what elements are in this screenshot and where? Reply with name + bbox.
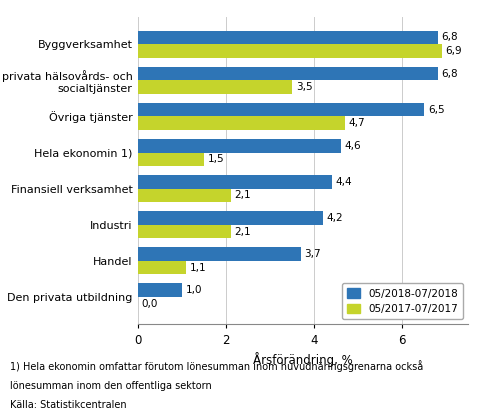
Text: 3,5: 3,5 xyxy=(296,82,313,92)
Bar xyxy=(138,175,332,188)
Text: 1,1: 1,1 xyxy=(190,262,207,272)
Text: Källa: Statistikcentralen: Källa: Statistikcentralen xyxy=(10,400,127,410)
Bar xyxy=(138,103,424,116)
Bar xyxy=(138,80,292,94)
Text: 4,2: 4,2 xyxy=(326,213,343,223)
Text: lönesumman inom den offentliga sektorn: lönesumman inom den offentliga sektorn xyxy=(10,381,211,391)
Bar xyxy=(138,139,341,153)
Bar xyxy=(138,116,345,130)
Text: 1,5: 1,5 xyxy=(208,154,224,164)
Text: 3,7: 3,7 xyxy=(305,249,321,259)
Bar xyxy=(138,261,186,275)
Text: 2,1: 2,1 xyxy=(234,226,250,237)
Text: 4,4: 4,4 xyxy=(335,177,352,187)
Bar xyxy=(138,247,301,261)
Text: 0,0: 0,0 xyxy=(141,299,158,309)
Text: 6,8: 6,8 xyxy=(441,69,458,79)
Text: 1) Hela ekonomin omfattar förutom lönesumman inom huvudnäringsgrenarna också: 1) Hela ekonomin omfattar förutom lönesu… xyxy=(10,360,423,372)
Bar xyxy=(138,283,182,297)
Text: 2,1: 2,1 xyxy=(234,191,250,201)
Text: 4,7: 4,7 xyxy=(349,118,365,128)
X-axis label: Årsförändring, %: Årsförändring, % xyxy=(253,352,353,367)
Text: 6,8: 6,8 xyxy=(441,32,458,42)
Text: 6,9: 6,9 xyxy=(446,46,462,56)
Text: 6,5: 6,5 xyxy=(428,104,445,115)
Bar xyxy=(138,188,231,202)
Legend: 05/2018-07/2018, 05/2017-07/2017: 05/2018-07/2018, 05/2017-07/2017 xyxy=(342,283,463,319)
Bar xyxy=(138,45,442,58)
Bar xyxy=(138,153,204,166)
Text: 1,0: 1,0 xyxy=(185,285,202,295)
Bar xyxy=(138,67,437,80)
Bar xyxy=(138,211,323,225)
Text: 4,6: 4,6 xyxy=(344,141,361,151)
Bar xyxy=(138,31,437,45)
Bar xyxy=(138,225,231,238)
